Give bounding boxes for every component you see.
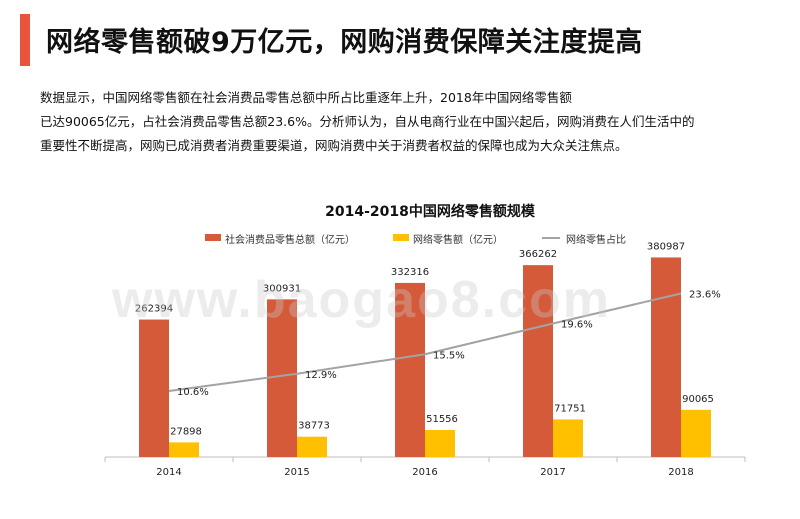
intro-paragraph: 数据显示，中国网络零售额在社会消费品零售总额中所占比重逐年上升，2018年中国网… bbox=[40, 86, 740, 158]
data-label-retail-total: 300931 bbox=[263, 283, 301, 294]
legend-swatch-online bbox=[393, 234, 409, 241]
bar-retail-total bbox=[139, 319, 169, 457]
data-label-share: 15.5% bbox=[433, 350, 465, 361]
online-retail-chart: 2014-2018中国网络零售额规模 社会消费品零售总额（亿元） 网络零售额（亿… bbox=[100, 195, 760, 495]
bar-retail-total bbox=[651, 257, 681, 457]
chart-plot: 262394 27898 2014 300931 38773 2015 332316 5155… bbox=[104, 241, 746, 478]
x-tick-label: 2014 bbox=[156, 467, 181, 478]
bar-online-retail bbox=[169, 442, 199, 457]
data-label-online-retail: 27898 bbox=[170, 426, 202, 437]
data-label-share: 10.6% bbox=[177, 387, 209, 398]
legend-label-retail-total: 社会消费品零售总额（亿元） bbox=[225, 235, 355, 246]
x-tick-label: 2015 bbox=[284, 467, 309, 478]
data-label-online-retail: 51556 bbox=[426, 414, 458, 425]
legend-label-online: 网络零售额（亿元） bbox=[413, 235, 503, 246]
bar-online-retail bbox=[297, 436, 327, 457]
data-label-share: 23.6% bbox=[689, 290, 721, 301]
chart-title: 2014-2018中国网络零售额规模 bbox=[325, 204, 535, 220]
intro-line: 已达90065亿元，占社会消费品零售总额23.6%。分析师认为，自从电商行业在中… bbox=[40, 114, 695, 129]
x-tick-label: 2018 bbox=[668, 467, 693, 478]
data-label-retail-total: 262394 bbox=[135, 304, 173, 315]
bar-retail-total bbox=[395, 282, 425, 457]
data-label-online-retail: 90065 bbox=[682, 394, 714, 405]
data-label-online-retail: 71751 bbox=[554, 403, 586, 414]
title-accent-bar bbox=[20, 14, 30, 66]
data-label-retail-total: 366262 bbox=[519, 249, 557, 260]
bar-retail-total bbox=[523, 265, 553, 457]
legend-line-share bbox=[542, 237, 560, 239]
watermark: www.baogao8.com bbox=[112, 271, 612, 329]
share-line bbox=[168, 292, 682, 392]
x-tick-label: 2016 bbox=[412, 467, 437, 478]
data-label-share: 12.9% bbox=[305, 370, 337, 381]
page-title: 网络零售额破9万亿元，网购消费保障关注度提高 bbox=[46, 27, 643, 58]
bar-retail-total bbox=[267, 299, 297, 457]
legend-label-share: 网络零售占比 bbox=[566, 235, 626, 246]
bar-online-retail bbox=[681, 409, 711, 457]
intro-line: 重要性不断提高，网购已成消费者消费重要渠道，网购消费中关于消费者权益的保障也成为… bbox=[40, 138, 628, 153]
intro-line: 数据显示，中国网络零售额在社会消费品零售总额中所占比重逐年上升，2018年中国网… bbox=[40, 90, 572, 105]
x-tick-label: 2017 bbox=[540, 467, 565, 478]
bar-online-retail bbox=[425, 429, 455, 457]
data-label-online-retail: 38773 bbox=[298, 421, 330, 432]
data-label-retail-total: 332316 bbox=[391, 267, 429, 278]
legend-swatch-retail-total bbox=[205, 234, 221, 241]
data-label-share: 19.6% bbox=[561, 320, 593, 331]
bar-online-retail bbox=[553, 419, 583, 457]
data-label-retail-total: 380987 bbox=[647, 241, 685, 252]
